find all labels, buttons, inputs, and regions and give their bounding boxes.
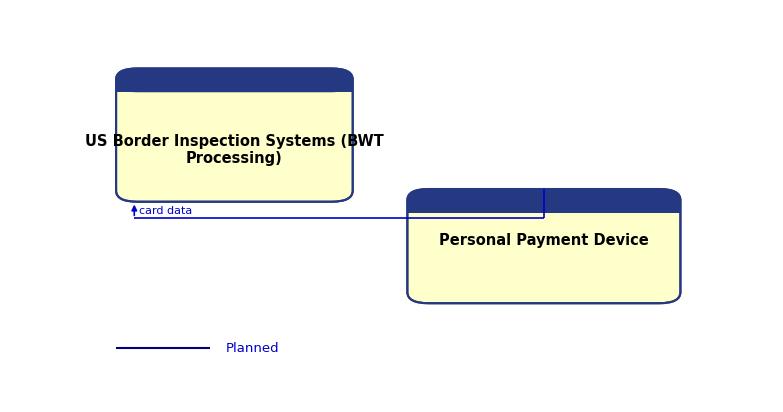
Text: Planned: Planned [226,342,279,355]
FancyBboxPatch shape [116,68,353,92]
Bar [407,200,680,213]
FancyBboxPatch shape [407,189,680,303]
FancyBboxPatch shape [407,189,680,213]
FancyBboxPatch shape [116,68,353,202]
Text: US Border Inspection Systems (BWT
Processing): US Border Inspection Systems (BWT Proces… [85,133,384,166]
Bar [116,79,353,92]
Text: card data: card data [139,206,193,215]
Text: Personal Payment Device: Personal Payment Device [439,234,649,248]
